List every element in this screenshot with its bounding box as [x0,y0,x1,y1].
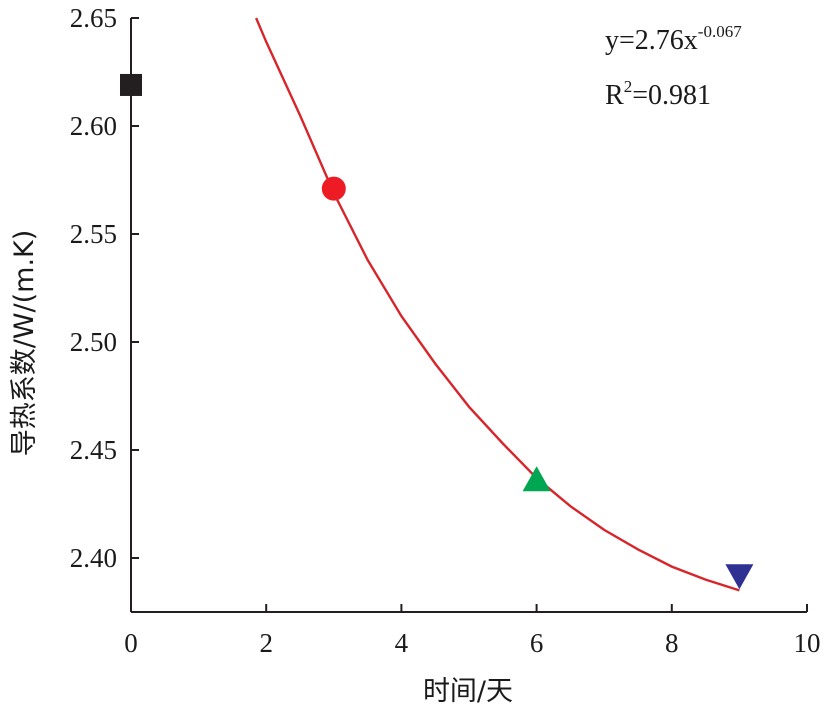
fit-curve [254,17,740,592]
y-tick-label: 2.55 [70,219,117,249]
fit-curve-group [254,17,740,592]
x-tick-label: 8 [665,628,679,658]
data-point-square [120,73,142,96]
y-tick-label: 2.65 [70,3,117,33]
data-points [120,73,754,590]
y-axis-title: 导热系数/W/(m.K) [9,230,40,457]
x-axis-title: 时间/天 [423,676,513,707]
x-tick-label: 10 [794,628,821,658]
fit-equation-exponent: -0.067 [698,22,742,41]
y-tick-label: 2.40 [70,543,117,573]
data-point-triangle-down [725,564,754,590]
r-squared: R2=0.981 [605,77,711,111]
y-tick-label: 2.50 [70,327,117,357]
fit-equation-main: y=2.76x [605,25,698,56]
ticks: 0 2 4 6 8 10 2.65 2.60 2.55 2.50 2.45 2.40 [70,3,821,658]
fit-equation: y=2.76x-0.067 [605,22,742,56]
y-tick-label: 2.45 [70,435,117,465]
x-tick-label: 6 [530,628,544,658]
r-squared-value: =0.981 [632,80,711,111]
axes [130,18,807,613]
r-squared-superscript: 2 [624,77,633,96]
x-tick-label: 4 [395,628,409,658]
r-squared-symbol: R [605,80,624,111]
x-tick-label: 0 [124,628,138,658]
y-tick-label: 2.60 [70,111,117,141]
data-point-circle [321,176,346,201]
data-point-triangle-up [522,466,551,492]
x-tick-label: 2 [259,628,273,658]
